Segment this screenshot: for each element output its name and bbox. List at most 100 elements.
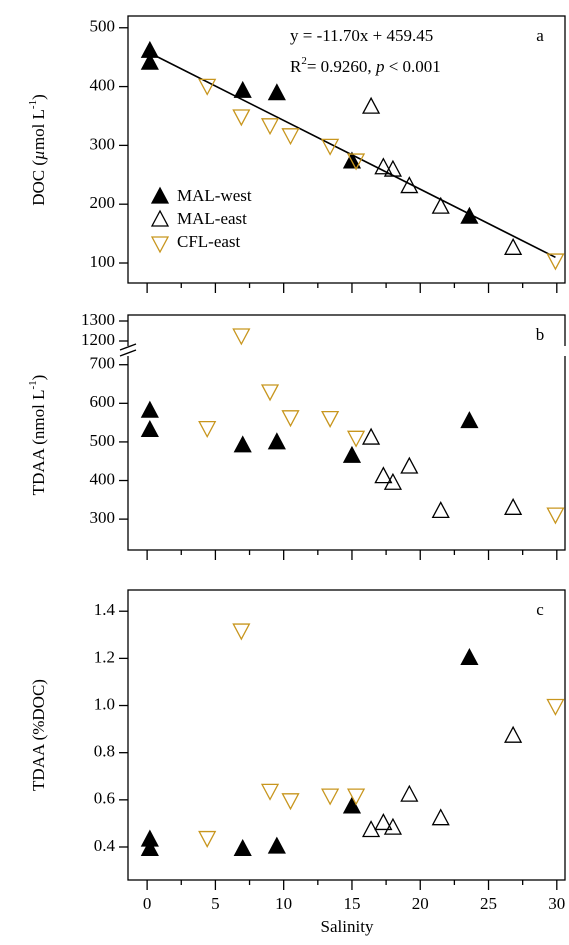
marker <box>546 253 565 271</box>
marker <box>504 725 523 743</box>
marker <box>267 432 286 450</box>
marker <box>460 411 479 429</box>
marker <box>198 830 217 848</box>
y-tick-label: 1.0 <box>94 694 115 713</box>
marker <box>281 128 300 146</box>
label-part: ) <box>29 94 48 100</box>
marker <box>140 400 159 418</box>
label-part: DOC ( <box>29 160 48 206</box>
y-tick-label: 300 <box>90 134 116 153</box>
marker <box>400 784 419 802</box>
marker <box>267 836 286 854</box>
marker <box>232 109 251 127</box>
marker <box>546 698 565 716</box>
x-tick-label: 10 <box>275 894 292 913</box>
label-part: = 0.9260, <box>307 57 376 76</box>
y-tick-label: 400 <box>90 469 116 488</box>
y-tick-label: 500 <box>90 17 116 36</box>
x-tick-label: 0 <box>143 894 152 913</box>
legend-label: MAL-east <box>177 209 247 228</box>
marker <box>431 501 450 519</box>
y-axis-label: DOC (µmol L-1) <box>27 94 48 206</box>
y-tick-label: 0.4 <box>94 836 116 855</box>
axis-break-mark <box>119 343 137 351</box>
marker <box>374 813 393 831</box>
label-part: -1 <box>27 100 39 109</box>
marker <box>383 817 403 835</box>
legend-label: CFL-east <box>177 232 241 251</box>
marker <box>504 237 523 255</box>
x-tick-label: 25 <box>480 894 497 913</box>
y-tick-label: 400 <box>90 75 116 94</box>
marker <box>233 435 252 453</box>
y-tick-label: 600 <box>90 392 116 411</box>
label-part: 2 <box>301 55 307 67</box>
plot-frame <box>127 314 566 551</box>
marker <box>281 793 300 811</box>
marker <box>546 507 565 525</box>
marker <box>232 328 251 346</box>
y-tick-label: 1300 <box>81 310 115 329</box>
marker <box>342 445 362 463</box>
marker <box>260 783 280 801</box>
x-axis-label: Salinity <box>321 917 374 936</box>
marker <box>232 623 251 641</box>
marker <box>460 647 479 666</box>
panel-label: c <box>536 600 544 619</box>
marker <box>504 497 523 515</box>
marker <box>361 427 381 445</box>
marker <box>260 384 280 402</box>
marker <box>198 78 217 96</box>
label-part: < 0.001 <box>384 57 440 76</box>
legend-marker <box>150 236 170 254</box>
x-tick-label: 15 <box>343 894 360 913</box>
label-part: mol L <box>29 109 48 150</box>
plot-frame <box>127 589 566 881</box>
marker <box>431 808 450 826</box>
marker <box>140 838 159 856</box>
y-axis-label: TDAA (nmol L-1) <box>27 375 48 496</box>
marker <box>233 838 252 856</box>
marker <box>140 419 159 437</box>
marker <box>267 83 286 101</box>
marker <box>198 420 217 439</box>
panel-label: b <box>536 325 545 344</box>
marker <box>374 466 393 484</box>
marker <box>281 410 300 428</box>
marker <box>361 96 381 114</box>
label-part: TDAA (%DOC) <box>29 679 48 791</box>
label-part: ) <box>29 375 48 381</box>
marker <box>383 159 403 177</box>
marker <box>342 796 362 814</box>
legend-marker <box>150 209 170 227</box>
marker <box>374 157 393 175</box>
marker <box>431 196 450 214</box>
label-part: R <box>290 57 302 76</box>
y-tick-label: 1.4 <box>94 600 116 619</box>
marker <box>383 472 403 490</box>
x-tick-label: 20 <box>412 894 429 913</box>
axis-break-gap <box>122 346 134 356</box>
fit-equation: y = -11.70x + 459.45 <box>290 26 433 45</box>
marker <box>140 52 159 70</box>
x-tick-label: 30 <box>548 894 565 913</box>
legend-marker <box>150 186 170 204</box>
fit-stats: R2= 0.9260, p < 0.001 <box>290 55 441 76</box>
marker <box>233 80 252 98</box>
y-tick-label: 500 <box>90 431 116 450</box>
marker <box>400 456 419 474</box>
y-tick-label: 700 <box>90 354 116 373</box>
y-axis-label: TDAA (%DOC) <box>29 679 48 791</box>
y-tick-label: 300 <box>90 508 116 527</box>
y-tick-label: 200 <box>90 193 116 212</box>
marker <box>346 788 366 806</box>
label-part: µ <box>29 150 48 160</box>
axis-break-gap <box>559 346 569 356</box>
marker <box>460 206 479 224</box>
y-tick-label: 1200 <box>81 330 115 349</box>
y-tick-label: 1.2 <box>94 647 115 666</box>
label-part: TDAA (nmol L <box>29 390 48 496</box>
marker <box>321 410 340 428</box>
x-tick-label: 5 <box>211 894 220 913</box>
legend-label: MAL-west <box>177 186 252 205</box>
